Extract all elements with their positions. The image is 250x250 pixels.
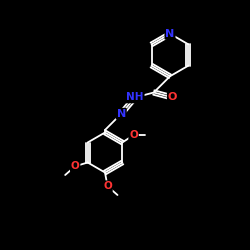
Text: N: N [116, 109, 126, 119]
Text: O: O [129, 130, 138, 140]
Text: O: O [103, 181, 112, 191]
Text: N: N [166, 29, 174, 39]
Text: O: O [168, 92, 177, 102]
Text: O: O [71, 161, 80, 171]
Text: NH: NH [126, 92, 144, 102]
